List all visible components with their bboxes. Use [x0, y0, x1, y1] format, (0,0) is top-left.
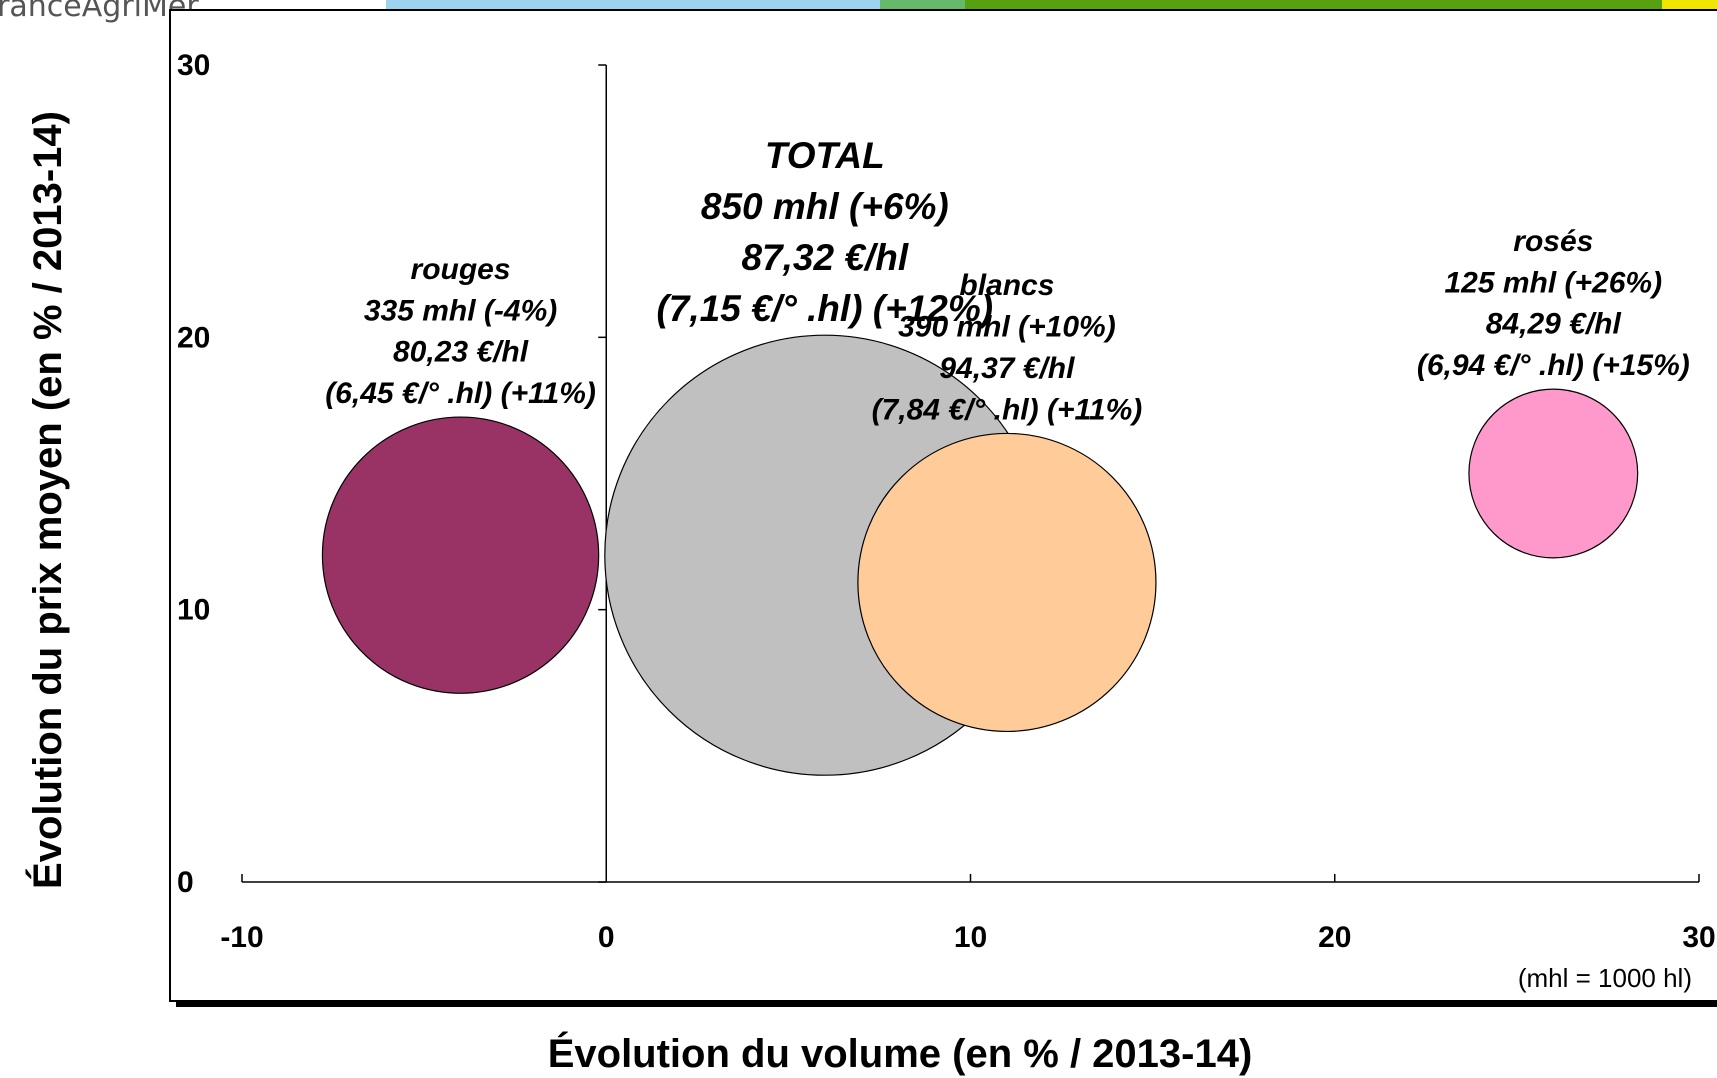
bubble-label-total: 87,32 €/hl: [741, 237, 908, 278]
bubble-label-total: TOTAL: [765, 135, 885, 176]
logo-text: FranceAgriMer: [0, 0, 199, 24]
x-tick-label: -10: [220, 921, 263, 954]
bubble-label-blancs: 94,37 €/hl: [939, 352, 1075, 385]
bubble-rouges: [321, 416, 600, 694]
bubble-label-rouges: (6,45 €/° .hl) (+11%): [325, 377, 596, 410]
bubble-labels: rouges 335 mhl (-4%) 80,23 €/hl (6,45 €/° .…: [325, 135, 1690, 426]
header-stripe-segment: [1662, 0, 1717, 10]
header-stripe-segment: [880, 0, 965, 10]
bubble-roses: [1468, 388, 1639, 559]
bubble-label-blancs: blancs: [959, 269, 1054, 302]
bubble-blancs: [857, 432, 1157, 733]
unit-note: (mhl = 1000 hl): [1518, 963, 1692, 993]
header-stripe-segment: [386, 0, 880, 10]
bubble-label-blancs: (7,84 €/° .hl) (+11%): [872, 393, 1143, 426]
header-stripe-segment: [965, 0, 1662, 10]
bubble-label-roses: 125 mhl (+26%): [1444, 266, 1662, 299]
bubble-label-roses: (6,94 €/° .hl) (+15%): [1417, 349, 1690, 382]
bubble-label-rouges: 335 mhl (-4%): [364, 294, 557, 327]
bubbles: [321, 334, 1639, 776]
y-tick-label: 0: [177, 866, 194, 899]
x-tick-label: 30: [1682, 921, 1715, 954]
x-tick-label: 20: [1318, 921, 1351, 954]
x-axis-title: Évolution du volume (en % / 2013-14): [548, 1031, 1253, 1076]
bubble-label-total: 850 mhl (+6%): [701, 186, 949, 227]
header-color-stripe: [170, 0, 1717, 10]
bubble-label-rouges: 80,23 €/hl: [393, 336, 529, 369]
bubble-label-blancs: 390 mhl (+10%): [898, 311, 1116, 344]
bubble-label-roses: rosés: [1513, 225, 1593, 258]
y-tick-label: 30: [177, 49, 210, 82]
bubble-label-roses: 84,29 €/hl: [1486, 308, 1622, 341]
x-tick-label: 0: [598, 921, 615, 954]
header-stripe-segment: [170, 0, 386, 10]
axes: -10 0 10 20 30 0 10 20 30: [177, 49, 1716, 954]
bubble-label-rouges: rouges: [411, 253, 511, 286]
y-axis-title: Évolution du prix moyen (en % / 2013-14): [25, 111, 70, 889]
y-tick-label: 10: [177, 594, 210, 627]
bubble-label-total: (7,15 €/° .hl) (+12%): [656, 288, 993, 329]
x-tick-label: 10: [954, 921, 987, 954]
y-tick-label: 20: [177, 321, 210, 354]
